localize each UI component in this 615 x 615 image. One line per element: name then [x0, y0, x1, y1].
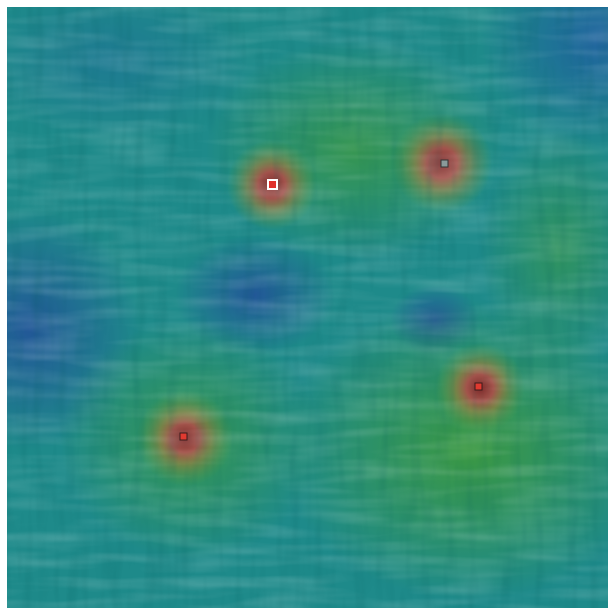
- marker[interactable]: [179, 432, 188, 441]
- marker[interactable]: [474, 382, 483, 391]
- selected-marker[interactable]: [267, 179, 278, 190]
- marker[interactable]: [440, 159, 449, 168]
